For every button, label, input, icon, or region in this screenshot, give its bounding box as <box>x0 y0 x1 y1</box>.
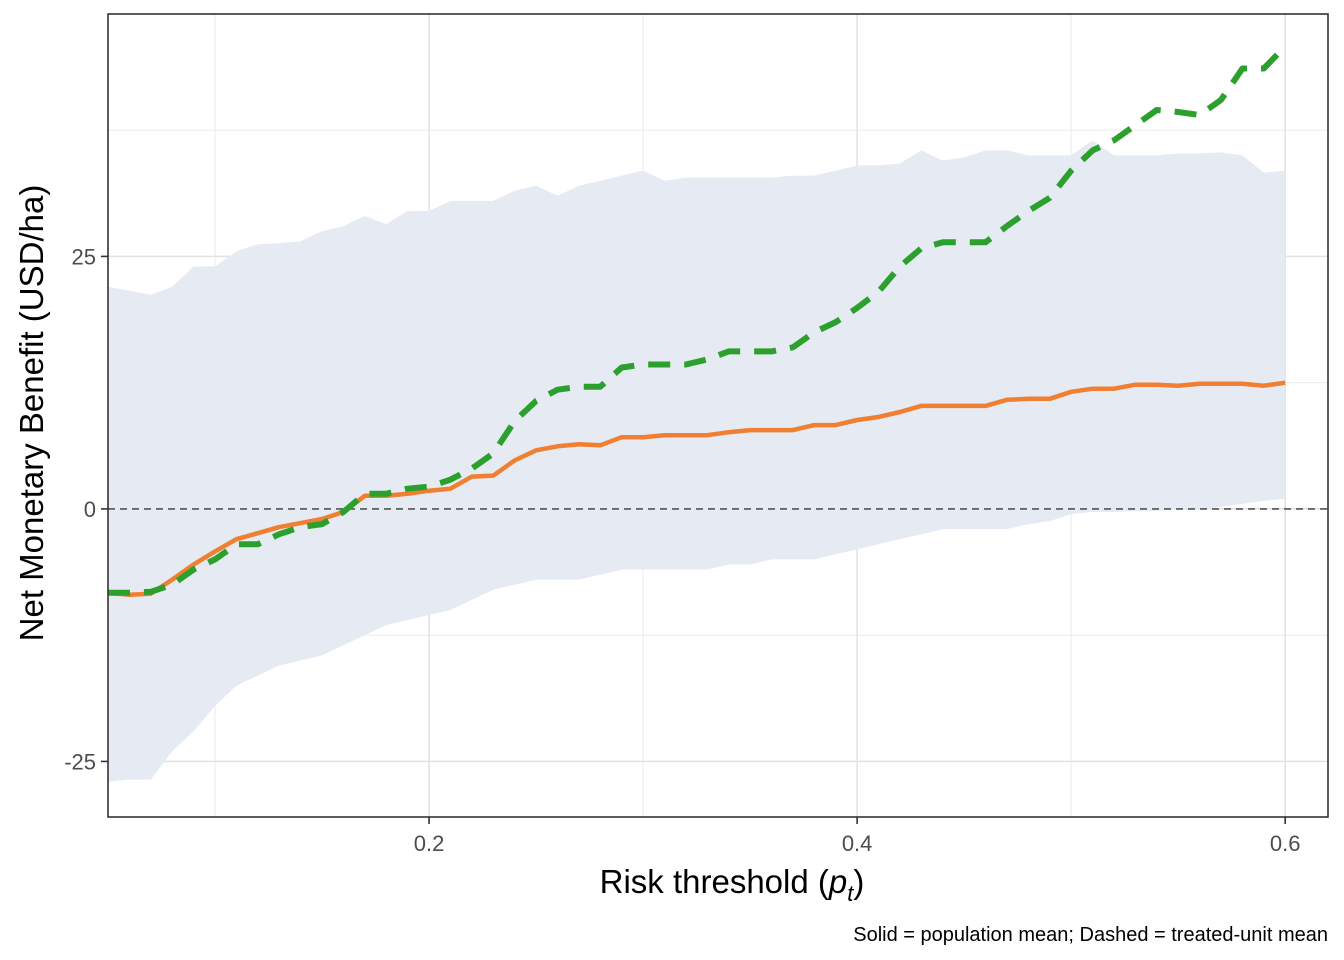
x-axis-ticks: 0.2 0.4 0.6 <box>414 817 1301 856</box>
y-axis-ticks: -25 0 25 <box>64 244 108 774</box>
x-tick-label: 0.6 <box>1270 831 1301 856</box>
series-layer <box>107 44 1288 598</box>
plot-panel-border <box>107 13 1329 818</box>
y-tick-label: 0 <box>84 497 96 522</box>
population-mean-line <box>107 380 1286 598</box>
y-axis-title: Net Monetary Benefit (USD/ha) <box>13 185 50 642</box>
y-tick-label: 25 <box>72 244 96 269</box>
treated-unit-mean-line <box>108 44 1288 596</box>
uncertainty-ribbon <box>108 140 1286 782</box>
y-tick-label: -25 <box>64 749 96 774</box>
x-tick-label: 0.2 <box>414 831 445 856</box>
x-tick-label: 0.4 <box>842 831 873 856</box>
chart-caption: Solid = population mean; Dashed = treate… <box>853 924 1328 946</box>
x-axis-title: Risk threshold (pt) <box>600 863 865 906</box>
